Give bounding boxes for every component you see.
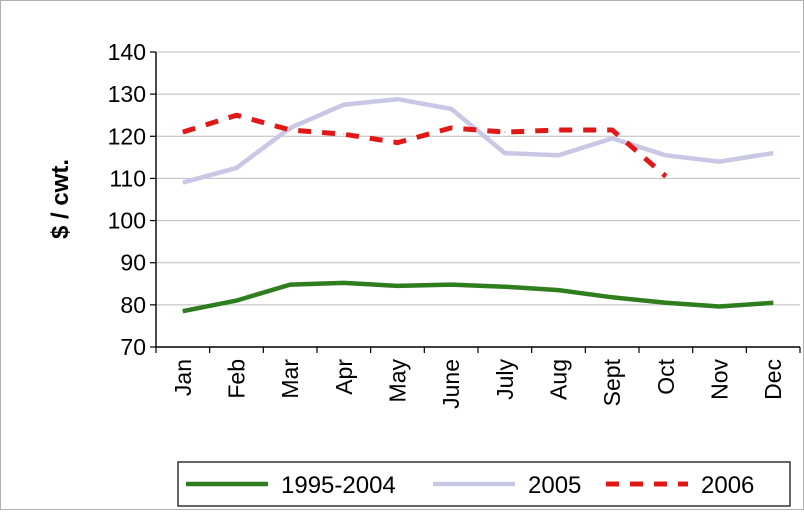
data-point	[450, 127, 452, 129]
x-tick-label: Nov	[707, 359, 733, 400]
y-tick-label: 100	[108, 208, 146, 234]
data-point	[504, 152, 506, 154]
y-tick-label: 90	[120, 250, 146, 276]
data-point	[289, 284, 291, 286]
data-point	[397, 285, 398, 287]
series-line-2006	[182, 112, 668, 179]
legend-label: 2006	[701, 472, 754, 499]
data-point	[665, 302, 667, 304]
data-point	[611, 296, 613, 298]
series-line-2005	[182, 96, 774, 185]
data-point	[182, 310, 184, 312]
data-point	[665, 154, 667, 156]
data-point	[343, 282, 345, 284]
data-point	[611, 137, 613, 139]
data-point	[236, 114, 237, 116]
x-tick-label: July	[492, 359, 518, 400]
y-tick-label: 140	[108, 39, 146, 65]
data-point	[343, 104, 345, 106]
data-point	[397, 98, 398, 100]
data-point	[772, 302, 774, 304]
x-tick-label: Apr	[331, 359, 357, 395]
y-axis-label: $ / cwt.	[47, 159, 74, 239]
axes: 70 80 90 100 110 120 130 140 Jan Feb Mar Apr May June…	[108, 39, 801, 409]
data-point	[450, 284, 452, 286]
legend-label: 1995-2004	[281, 472, 396, 499]
x-tick-label: Sept	[599, 358, 625, 406]
x-tick-label: Oct	[653, 358, 679, 394]
data-point	[236, 300, 237, 302]
legend-label: 2005	[528, 472, 581, 499]
series-line-1995-2004	[182, 280, 774, 314]
data-point	[504, 131, 506, 133]
x-tick-label: Dec	[760, 359, 786, 400]
legend: 1995-2004 2005 2006	[177, 461, 791, 507]
y-tick-label: 130	[108, 81, 146, 107]
data-point	[397, 142, 398, 144]
data-point	[611, 129, 613, 131]
data-point	[343, 133, 345, 135]
x-tick-label: Jan	[170, 359, 196, 396]
x-tick-label: June	[438, 359, 464, 409]
data-point	[719, 161, 720, 163]
y-tick-label: 70	[120, 334, 146, 360]
data-point	[289, 129, 291, 131]
x-tick-label: Aug	[546, 359, 572, 400]
data-point	[289, 127, 291, 129]
data-point	[719, 306, 720, 308]
x-tick-label: May	[385, 359, 411, 403]
x-tick-label: Feb	[224, 359, 250, 399]
plot-area	[182, 96, 774, 314]
data-point	[665, 175, 667, 177]
data-point	[558, 289, 559, 291]
data-point	[558, 129, 559, 131]
x-tick-label: Mar	[277, 359, 303, 399]
data-point	[182, 182, 184, 184]
y-tick-label: 110	[109, 165, 146, 191]
data-point	[558, 154, 559, 156]
data-point	[772, 152, 774, 154]
y-tick-label: 80	[120, 292, 146, 318]
y-tick-label: 120	[108, 123, 146, 149]
data-point	[236, 167, 237, 169]
data-point	[504, 286, 506, 288]
data-point	[182, 131, 184, 133]
data-point	[450, 108, 452, 110]
